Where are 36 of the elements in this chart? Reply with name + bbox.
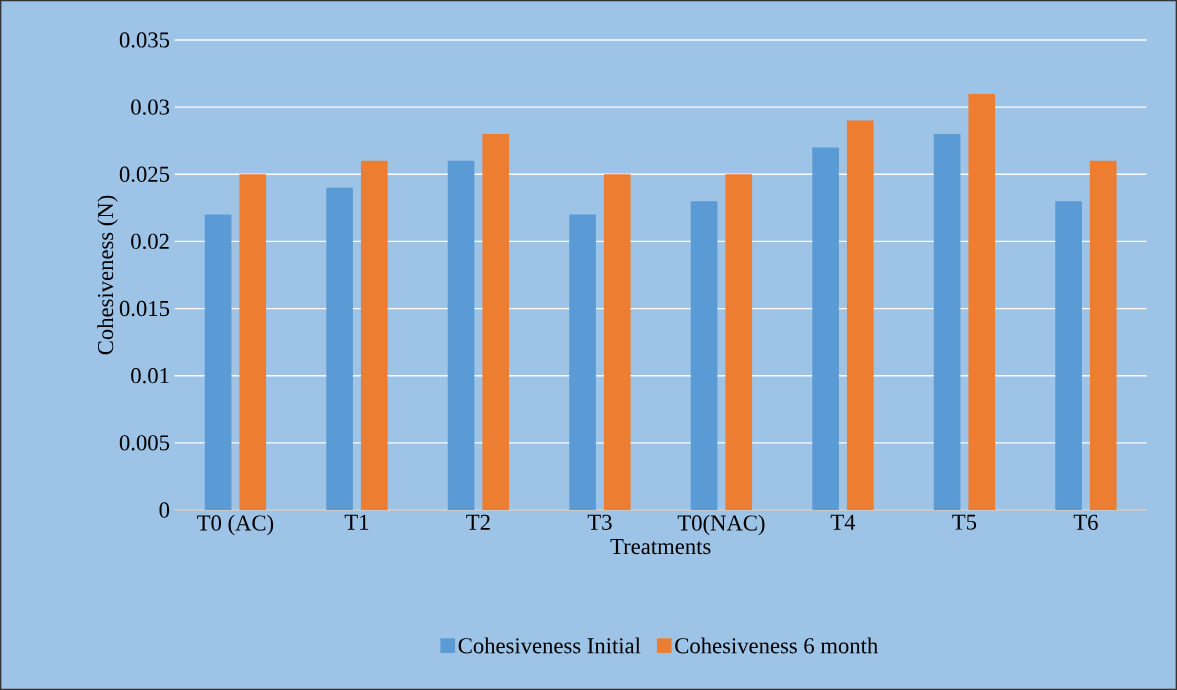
bar [812,147,839,510]
bar [846,120,874,510]
y-tick-label: 0 [159,502,170,518]
y-tick-label: 0.02 [131,233,169,250]
x-tick-label: T4 [830,514,856,530]
y-tick-label: 0.015 [119,300,170,317]
x-tick-label: T0(NAC) [677,514,765,536]
y-tick-label: 0.025 [119,166,170,182]
bar [326,187,353,510]
legend-label: Cohesiveness 6 month [675,637,878,654]
y-tick-label: 0.005 [119,435,170,451]
x-tick-label: T1 [344,514,369,530]
bar [1055,201,1082,510]
bar [204,214,232,510]
bar [690,201,718,510]
bar [569,214,596,510]
x-tick-label: T6 [1073,514,1098,530]
y-axis-title: Cohesiveness (N) [97,195,118,355]
x-tick-label: T0 (AC) [197,514,274,536]
bar [933,134,961,510]
x-tick-label: T5 [952,514,977,530]
legend-label: Cohesiveness Initial [458,637,641,654]
bar [239,174,267,510]
bar [603,174,631,510]
bar [968,93,996,510]
y-tick-label: 0.03 [131,99,170,115]
bar [482,134,510,510]
bar [725,174,753,510]
x-tick-label: T2 [466,514,490,530]
bar [447,160,475,510]
x-axis-title: Treatments [610,539,711,555]
bar [360,160,388,510]
y-tick-label: 0.035 [119,32,170,48]
x-tick-label: T3 [587,514,612,530]
bar [1089,160,1117,510]
y-tick-label: 0.01 [131,368,169,384]
